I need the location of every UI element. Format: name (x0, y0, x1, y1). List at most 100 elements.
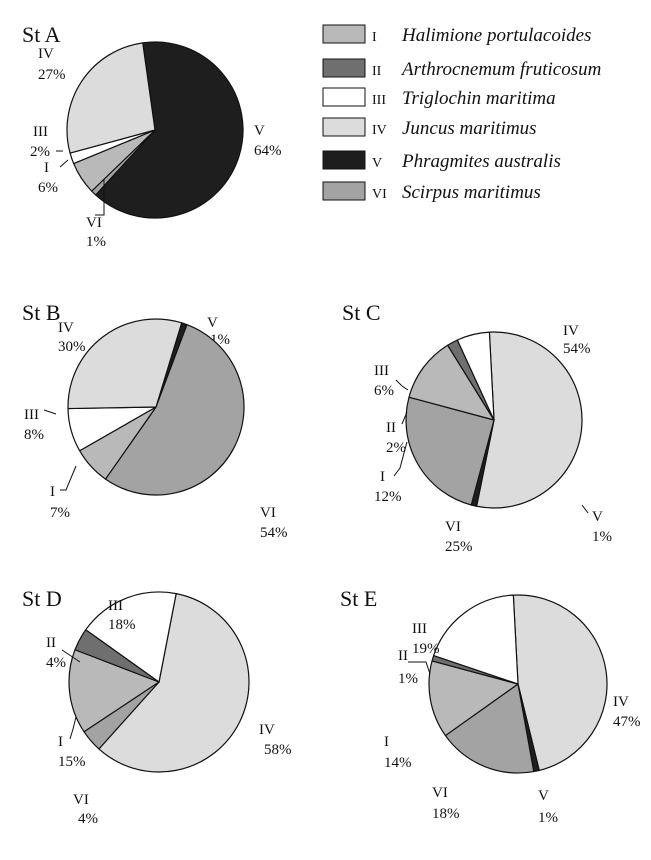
slice-percent-label: 4% (78, 811, 98, 827)
pie-title: St C (342, 300, 381, 325)
slice-percent-label: 1% (538, 810, 558, 826)
legend-swatch (322, 58, 366, 78)
slice-percent-label: 19% (412, 641, 440, 657)
pie-slice-v (95, 41, 244, 219)
pie-title: St B (22, 300, 61, 325)
legend-swatch (322, 150, 366, 170)
pie-chart-st-d: St D IV 58% VI 4% I 15% II 4% III 18% (22, 586, 292, 827)
slice-percent-label: 47% (613, 714, 641, 730)
legend-item-iii: III Triglochin maritima (322, 87, 556, 109)
pie-slice-vi (104, 324, 245, 496)
slice-code-label: I (50, 484, 55, 500)
slice-code-label: III (24, 407, 39, 423)
legend-item-iv: IV Juncus maritimus (322, 117, 537, 139)
legend-swatch (322, 181, 366, 201)
legend-item-v: V Phragmites australis (322, 150, 561, 172)
slice-percent-label: 1% (398, 671, 418, 687)
legend-species-name: Halimione portulacoides (401, 25, 591, 46)
leader-line (95, 176, 105, 216)
leader-line (393, 441, 408, 477)
slice-code-label: IV (38, 46, 54, 62)
slice-code-label: II (46, 635, 56, 651)
slice-code-label: III (374, 363, 389, 379)
slice-code-label: VI (86, 215, 102, 231)
pie-slice-i (68, 649, 160, 733)
slice-percent-label: 12% (374, 489, 402, 505)
pie-title: St D (22, 586, 62, 611)
pie-slice-i (428, 660, 519, 737)
legend: I Halimione portulacoides II Arthrocnemum f… (322, 24, 601, 203)
pie-slice-iv (66, 42, 156, 154)
pie-slice-vi (444, 683, 535, 774)
legend-species-name: Arthrocnemum fruticosum (400, 59, 601, 80)
slice-percent-label: 1% (592, 529, 612, 545)
slice-code-label: II (386, 420, 396, 436)
pie-chart-st-c: St C IV 54% V 1% VI 25% I 12% II 2% III 6% (342, 300, 612, 555)
slice-percent-label: 25% (445, 539, 473, 555)
slice-code-label: VI (432, 785, 448, 801)
slice-percent-label: 15% (58, 754, 86, 770)
slice-percent-label: 2% (386, 440, 406, 456)
leader-line (581, 504, 589, 514)
leader-line (61, 649, 81, 663)
slice-percent-label: 6% (374, 383, 394, 399)
slice-code-label: II (398, 648, 408, 664)
pie-slice-iv (512, 594, 608, 772)
leader-line (401, 411, 408, 425)
legend-code: I (372, 30, 377, 45)
slice-percent-label: 6% (38, 180, 58, 196)
pie-chart-st-a: St A V 64% VI 1% I 6% III 2% IV 27% (22, 22, 282, 250)
slice-code-label: VI (73, 792, 89, 808)
slice-code-label: VI (445, 519, 461, 535)
legend-code: V (372, 156, 382, 171)
slice-percent-label: 18% (108, 617, 136, 633)
slice-percent-label: 18% (432, 806, 460, 822)
legend-swatch (322, 24, 366, 44)
legend-species-name: Juncus maritimus (402, 118, 537, 139)
legend-swatch (322, 87, 366, 107)
slice-code-label: IV (259, 722, 275, 738)
slice-code-label: I (380, 469, 385, 485)
slice-code-label: I (58, 734, 63, 750)
leader-line (395, 379, 409, 391)
legend-code: IV (372, 123, 387, 138)
legend-item-ii: II Arthrocnemum fruticosum (322, 58, 601, 80)
slice-code-label: V (538, 788, 549, 804)
slice-percent-label: 64% (254, 143, 282, 159)
slice-percent-label: 54% (260, 525, 288, 541)
slice-percent-label: 1% (86, 234, 106, 250)
slice-percent-label: 54% (563, 341, 591, 357)
slice-code-label: III (33, 124, 48, 140)
pie-slice-iii (433, 594, 519, 685)
slice-percent-label: 4% (46, 655, 66, 671)
slice-code-label: III (108, 598, 123, 614)
legend-code: VI (372, 187, 387, 202)
leader-line (43, 409, 57, 415)
pie-slice-iii (456, 331, 495, 421)
slice-code-label: VI (260, 505, 276, 521)
leader-line (408, 661, 431, 675)
slice-code-label: III (412, 621, 427, 637)
legend-code: III (372, 93, 386, 108)
legend-swatch (322, 117, 366, 137)
slice-code-label: V (207, 315, 218, 331)
slice-code-label: I (384, 734, 389, 750)
legend-code: II (372, 64, 382, 79)
slice-code-label: V (254, 123, 265, 139)
slice-code-label: V (592, 509, 603, 525)
slice-percent-label: 27% (38, 67, 66, 83)
pie-slice-iv (98, 593, 250, 773)
pie-chart-st-e: St E IV 47% V 1% VI 18% I 14% II 1% III 19% (340, 586, 641, 826)
leader-line (69, 716, 77, 740)
legend-item-vi: VI Scirpus maritimus (322, 181, 541, 203)
leader-line (60, 465, 77, 491)
slice-percent-label: 7% (50, 505, 70, 521)
slice-code-label: IV (613, 694, 629, 710)
pie-slice-iv (67, 318, 183, 410)
pie-title: St E (340, 586, 377, 611)
legend-species-name: Scirpus maritimus (402, 182, 541, 203)
legend-item-i: I Halimione portulacoides (322, 24, 591, 46)
slice-percent-label: 58% (264, 742, 292, 758)
